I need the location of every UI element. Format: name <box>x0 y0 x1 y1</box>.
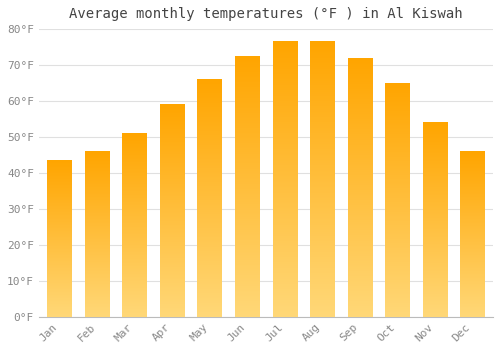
Title: Average monthly temperatures (°F ) in Al Kiswah: Average monthly temperatures (°F ) in Al… <box>69 7 462 21</box>
